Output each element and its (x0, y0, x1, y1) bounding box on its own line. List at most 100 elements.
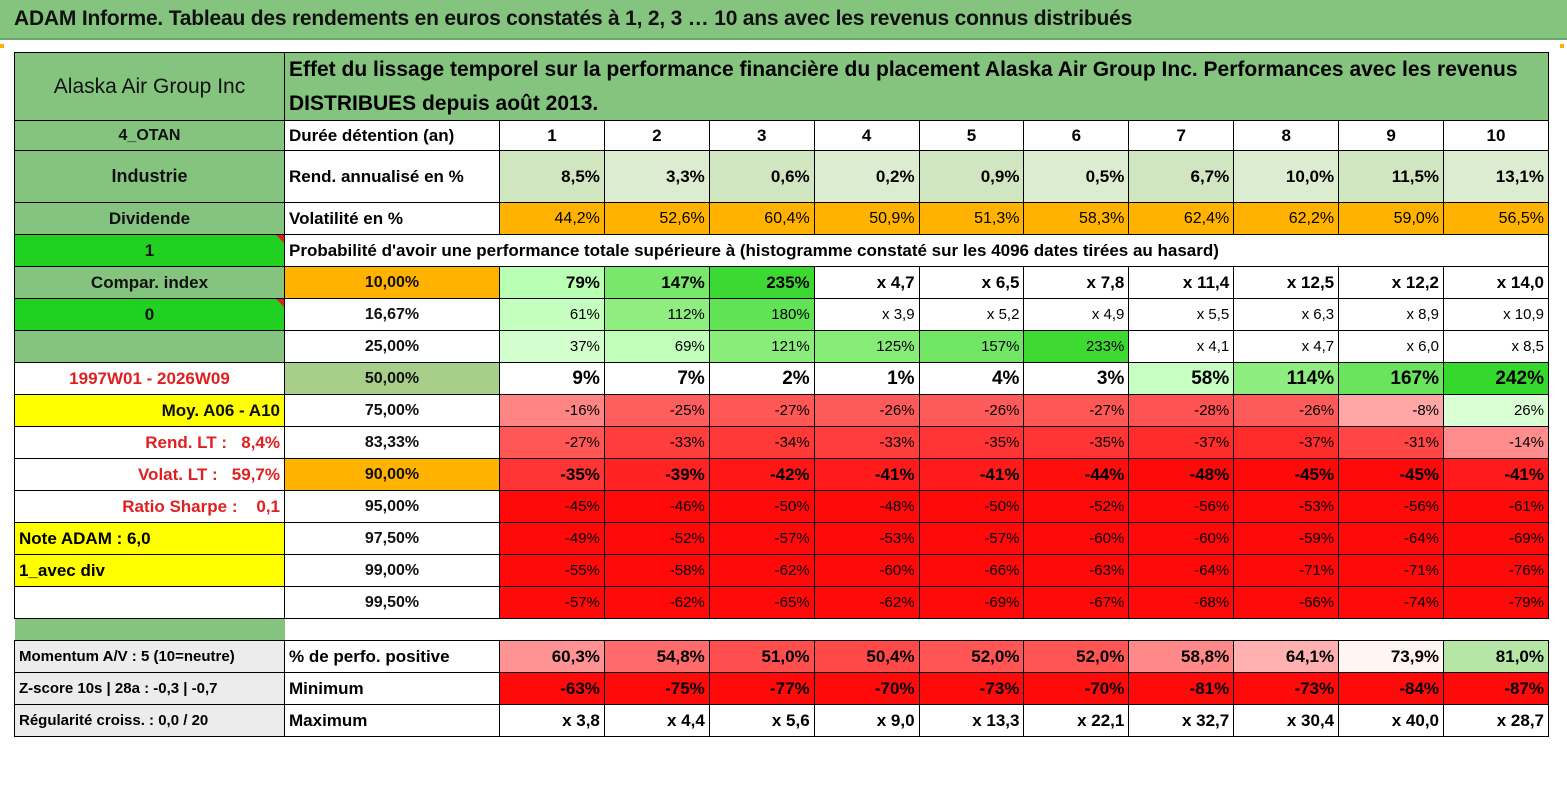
summary-value: -75% (603, 672, 710, 706)
quantile-value: 125% (813, 330, 920, 364)
volatility-value: 60,4% (708, 202, 815, 236)
quantile-value: -71% (1338, 554, 1445, 588)
spacer-right (285, 619, 1549, 641)
quantile-value: -69% (918, 586, 1025, 620)
year-header: 1 (499, 120, 605, 152)
quantile-value: -56% (1338, 490, 1445, 524)
page-title: ADAM Informe. Tableau des rendements en … (14, 7, 1133, 30)
quantile-value: -45% (1338, 458, 1445, 492)
quantile-left-label: 1997W01 - 2026W09 (14, 362, 285, 396)
quantile-value: x 4,1 (1128, 330, 1235, 364)
quantile-value: -45% (499, 490, 605, 524)
summary-value: 54,8% (603, 640, 710, 674)
quantile-value: -79% (1443, 586, 1549, 620)
summary-value: 73,9% (1338, 640, 1445, 674)
quantile-value: -58% (603, 554, 710, 588)
annual-return-label: Rend. annualisé en % (284, 150, 500, 204)
quantile-row: Note ADAM : 6,0 97,50% -49% -52% -57% -53% -57… (14, 522, 1549, 556)
quantile-value: -49% (499, 522, 605, 556)
quantile-value: x 3,9 (813, 298, 920, 332)
quantile-value: 167% (1338, 362, 1445, 396)
quantile-value: -50% (708, 490, 815, 524)
summary-value: 58,8% (1128, 640, 1235, 674)
quantile-value: x 8,5 (1443, 330, 1549, 364)
quantile-value: x 12,5 (1233, 266, 1340, 300)
annual-return-value: 11,5% (1338, 150, 1445, 204)
year-header: 3 (708, 120, 815, 152)
quantile-value: 37% (499, 330, 605, 364)
summary-value: x 9,0 (813, 704, 920, 738)
quantile-value: -26% (813, 394, 920, 428)
quantile-value: -33% (813, 426, 920, 460)
quantile-row: Ratio Sharpe : 0,1 95,00% -45% -46% -50% -48%… (14, 490, 1549, 524)
volatility-value: 56,5% (1443, 202, 1549, 236)
quantile-value: -31% (1338, 426, 1445, 460)
summary-value: 52,0% (1023, 640, 1130, 674)
quantile-value: -69% (1443, 522, 1549, 556)
quantile-value: -60% (1023, 522, 1130, 556)
summary-row: Régularité croiss. : 0,0 / 20 Maximum x 3,… (14, 704, 1549, 738)
summary-row: Z-score 10s | 28a : -0,3 | -0,7 Minimum -6… (14, 672, 1549, 706)
quantile-left-label (14, 330, 285, 364)
summary-value: x 13,3 (918, 704, 1025, 738)
quantile-left-label: 1_avec div (14, 554, 285, 588)
quantile-row: Volat. LT : 59,7% 90,00% -35% -39% -42% -41% -… (14, 458, 1549, 492)
quantile-value: -34% (708, 426, 815, 460)
summary-value: -81% (1128, 672, 1235, 706)
quantile-value: -62% (708, 554, 815, 588)
quantile-value: x 12,2 (1338, 266, 1445, 300)
quantile-value: -42% (708, 458, 815, 492)
annual-return-row: Industrie Rend. annualisé en % 8,5% 3,3% 0,6… (14, 150, 1549, 204)
year-header: 10 (1443, 120, 1549, 152)
quantile-value: -68% (1128, 586, 1235, 620)
summary-value: -84% (1338, 672, 1445, 706)
summary-value: 64,1% (1233, 640, 1340, 674)
quantile-value: -57% (708, 522, 815, 556)
quantile-left-label: Compar. index (14, 266, 285, 300)
quantile-value: -14% (1443, 426, 1549, 460)
option-flag-1: 1 (14, 234, 285, 268)
quantile-value: 79% (499, 266, 605, 300)
volatility-value: 62,4% (1128, 202, 1235, 236)
quantile-percent: 10,00% (284, 266, 500, 300)
summary-value: x 30,4 (1233, 704, 1340, 738)
year-header: 4 (813, 120, 920, 152)
volatility-value: 51,3% (918, 202, 1025, 236)
quantile-percent: 90,00% (284, 458, 500, 492)
report-table-frame: Alaska Air Group Inc Effet du lissage te… (14, 51, 1549, 773)
quantile-value: -41% (918, 458, 1025, 492)
annual-return-value: 0,2% (813, 150, 920, 204)
quantile-left-label: Moy. A06 - A10 (14, 394, 285, 428)
quantile-value: -60% (813, 554, 920, 588)
quantile-value: 26% (1443, 394, 1549, 428)
quantile-value: x 5,5 (1128, 298, 1235, 332)
quantile-left-label (14, 586, 285, 620)
quantile-value: -44% (1023, 458, 1130, 492)
quantile-value: -35% (499, 458, 605, 492)
quantile-value: 114% (1233, 362, 1340, 396)
quantile-value: -52% (1023, 490, 1130, 524)
quantile-value: x 4,9 (1023, 298, 1130, 332)
quantile-value: 180% (708, 298, 815, 332)
quantile-value: -64% (1128, 554, 1235, 588)
quantile-row: Moy. A06 - A10 75,00% -16% -25% -27% -26% -26%… (14, 394, 1549, 428)
quantile-value: -26% (918, 394, 1025, 428)
summary-label: Minimum (284, 672, 500, 706)
quantile-value: 4% (918, 362, 1025, 396)
quantile-value: -53% (813, 522, 920, 556)
quantile-value: -46% (603, 490, 710, 524)
quantile-value: x 7,8 (1023, 266, 1130, 300)
quantile-value: -8% (1338, 394, 1445, 428)
quantile-value: x 6,5 (918, 266, 1025, 300)
annual-return-value: 3,3% (603, 150, 710, 204)
quantile-value: -52% (603, 522, 710, 556)
company-name: Alaska Air Group Inc (14, 51, 285, 122)
summary-value: x 22,1 (1023, 704, 1130, 738)
dividend-label: Dividende (14, 202, 285, 236)
annual-return-value: 13,1% (1443, 150, 1549, 204)
probability-label: Probabilité d'avoir une performance tota… (283, 234, 1444, 268)
quantile-value: x 4,7 (813, 266, 920, 300)
quantile-value: x 5,2 (918, 298, 1025, 332)
sector-label: Industrie (14, 150, 285, 204)
quantile-value: -66% (918, 554, 1025, 588)
